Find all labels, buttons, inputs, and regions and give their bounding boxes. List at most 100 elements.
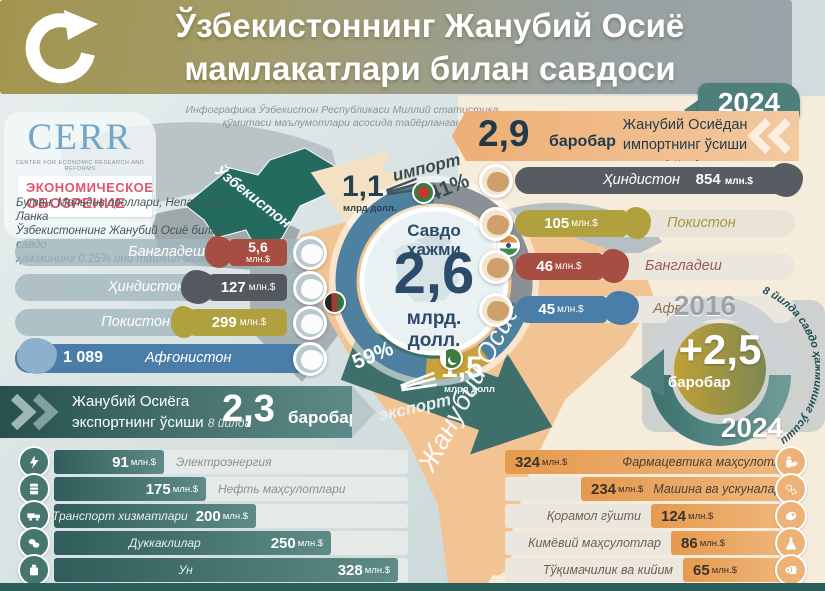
pakistan-icon <box>479 207 513 241</box>
import-growth-period: 8 йилда <box>663 158 706 161</box>
pakistan-export-bar: 299 млн.$ <box>191 309 287 336</box>
page-title-line1: Ўзбекистоннинг Жанубий Осиё <box>175 7 685 44</box>
pharma-icon <box>775 446 807 478</box>
machinery-bar: 234 млн.$ Машина ва ускуналар <box>581 477 793 501</box>
bangladesh-import-bar: 46 млн.$ <box>515 253 603 280</box>
chemical-bar: 86 млн.$ <box>671 531 793 555</box>
title-banner: Ўзбекистоннинг Жанубий Осиё мамлакатлари… <box>0 0 792 94</box>
export-country-row: Покистон 299 млн.$ <box>15 306 327 340</box>
gears-icon <box>775 473 807 505</box>
trade-volume-value: 2,6 <box>393 241 475 306</box>
circular-arrow-icon <box>25 10 98 84</box>
trade-volume-caption: Савдо ҳажми <box>394 221 474 259</box>
trade-volume-caption-line1: Савдо <box>407 221 461 240</box>
pakistan-map-silhouette <box>623 207 651 239</box>
bangladesh-flag-dot <box>418 187 429 198</box>
flour-label: Ун <box>178 563 193 577</box>
legumes-bar: Дуккаклилар 250 млн.$ <box>54 531 331 555</box>
transport-track-wrap: Транспорт хизматлари 200 млн.$ <box>52 504 408 528</box>
electricity-label: Электроэнергия <box>176 455 272 469</box>
textile-bar: 65 млн.$ <box>683 558 793 582</box>
india-globe-icon <box>293 271 327 305</box>
export-product-row: Дуккаклилар 250 млн.$ <box>18 527 408 559</box>
pakistan-flag-crescent <box>450 354 459 363</box>
india-export-bar: 127 млн.$ <box>209 274 287 301</box>
import-country-row: 45 млн.$ Афғонистон <box>479 291 795 327</box>
afghanistan-flag-icon <box>323 291 346 314</box>
export-growth-banner: Жанубий Осиёга экспортнинг ўсиши 8 йилда… <box>0 386 359 438</box>
pakistan-import-label: Покистон <box>667 215 736 231</box>
bangladesh-flag-icon <box>412 181 435 204</box>
electricity-bar: 91 млн.$ <box>54 450 164 474</box>
export-country-row: 1 089 Афғонистон <box>15 338 327 376</box>
pakistan-globe-icon <box>293 306 327 340</box>
import-growth-text-line1: Жанубий Осиёдан <box>622 117 748 133</box>
chevrons-right-icon <box>10 394 59 430</box>
afghanistan-export-bar <box>15 344 315 373</box>
import-flow-unit: млрд долл. <box>343 203 397 214</box>
import-country-row: Ҳиндистон 854 млн.$ <box>479 163 803 198</box>
pharma-bar: 324 млн.$ Фармацевтика маҳсулотлари <box>505 450 802 474</box>
electricity-track-wrap: 91 млн.$ Электроэнергия <box>54 450 408 474</box>
logo-panel: CERR CENTER FOR ECONOMIC RESEARCH AND RE… <box>4 112 156 238</box>
page-title-line2: мамлакатлари билан савдоси <box>184 50 676 87</box>
source-note: Инфографика Ўзбекистон Республикаси Милл… <box>168 104 516 130</box>
growth-arc-teal <box>649 374 791 446</box>
bangladesh-map-silhouette <box>599 249 629 283</box>
afghanistan-export-value: 1 089 <box>63 349 104 366</box>
legumes-track-wrap: Дуккаклилар 250 млн.$ <box>54 531 408 555</box>
footer-strip <box>0 583 825 591</box>
import-growth-suffix: баробар <box>549 133 616 150</box>
import-growth-text: Жанубий Осиёдан импортнинг ўсиши 8 йилда <box>620 115 750 161</box>
pakistan-import-bar: 105 млн.$ <box>515 210 627 237</box>
legumes-icon <box>18 527 50 559</box>
afghanistan-icon <box>479 293 513 327</box>
chemical-label: Кимёвий маҳсулотлар <box>528 536 661 550</box>
footnote-line1: Бутан, Мальдив ороллари, Непал, Шри-Ланк… <box>16 197 233 223</box>
machinery-label: Машина ва ускуналар <box>653 482 782 496</box>
growth-suffix: баробар <box>668 374 731 391</box>
chevrons-left-icon <box>748 118 791 154</box>
export-product-row: Ун 328 млн.$ <box>18 554 408 586</box>
export-growth-suffix: баробар <box>288 408 360 427</box>
import-product-row: Қорамол гўшти 124 млн.$ <box>505 500 807 532</box>
page-title: Ўзбекистоннинг Жанубий Осиё мамлакатлари… <box>130 4 730 90</box>
bangladesh-export-label: Бангладеш <box>128 244 205 260</box>
export-growth-text: Жанубий Осиёга экспортнинг ўсиши 8 йилда <box>72 391 251 434</box>
export-product-row: 175 млн.$ Нефть маҳсулотлари <box>18 473 408 505</box>
ring-inner-map <box>395 242 460 302</box>
india-map-silhouette <box>769 163 803 197</box>
growth-value: +2,5 <box>678 326 762 373</box>
cerr-caption: CENTER FOR ECONOMIC RESEARCH AND REFORMS <box>15 160 145 172</box>
ring-inner-map-2 <box>415 232 452 250</box>
afghanistan-map-silhouette <box>17 338 57 374</box>
source-note-line2: қўмитаси маълумотлари асосида тайёрланга… <box>222 117 462 129</box>
transport-bar: Транспорт хизматлари 200 млн.$ <box>52 504 256 528</box>
econ-review-line2: ОБОЗРЕНИЕ <box>26 195 126 212</box>
import-flow-value: 1,1 <box>342 170 384 203</box>
textile-label: Тўқимачилик ва кийим <box>542 563 673 577</box>
afghanistan-import-bar: 45 млн.$ <box>515 296 607 323</box>
export-product-row: 91 млн.$ Электроэнергия <box>18 446 408 478</box>
growth-arrowhead-teal <box>630 349 664 397</box>
india-export-label: Ҳиндистон <box>107 279 185 295</box>
trade-volume-unit: млрд. долл. <box>406 308 462 351</box>
import-country-row: 105 млн.$ Покистон <box>479 207 795 241</box>
import-product-row: 324 млн.$ Фармацевтика маҳсулотлари <box>505 446 807 478</box>
afghanistan-globe-icon <box>293 342 327 376</box>
export-flow-unit: млрд долл <box>444 384 495 395</box>
ring-outer-glow <box>329 176 539 386</box>
import-product-row: Кимёвий маҳсулотлар 86 млн.$ <box>505 527 807 559</box>
flour-icon <box>18 554 50 586</box>
bangladesh-map-silhouette <box>205 236 233 268</box>
export-banner-arrow-tip <box>352 386 376 438</box>
fabric-roll-icon <box>775 554 807 586</box>
oil-label: Нефть маҳсулотлари <box>218 482 346 496</box>
india-icon <box>479 164 513 198</box>
export-product-row: Транспорт хизматлари 200 млн.$ <box>18 500 408 532</box>
growth-to-year: 2024 <box>720 412 784 443</box>
india-import-bar <box>515 167 795 194</box>
afghanistan-map-silhouette <box>603 291 639 325</box>
pharma-label: Фармацевтика маҳсулотлари <box>622 455 802 469</box>
export-country-row: Ҳиндистон 127 млн.$ <box>15 270 327 305</box>
